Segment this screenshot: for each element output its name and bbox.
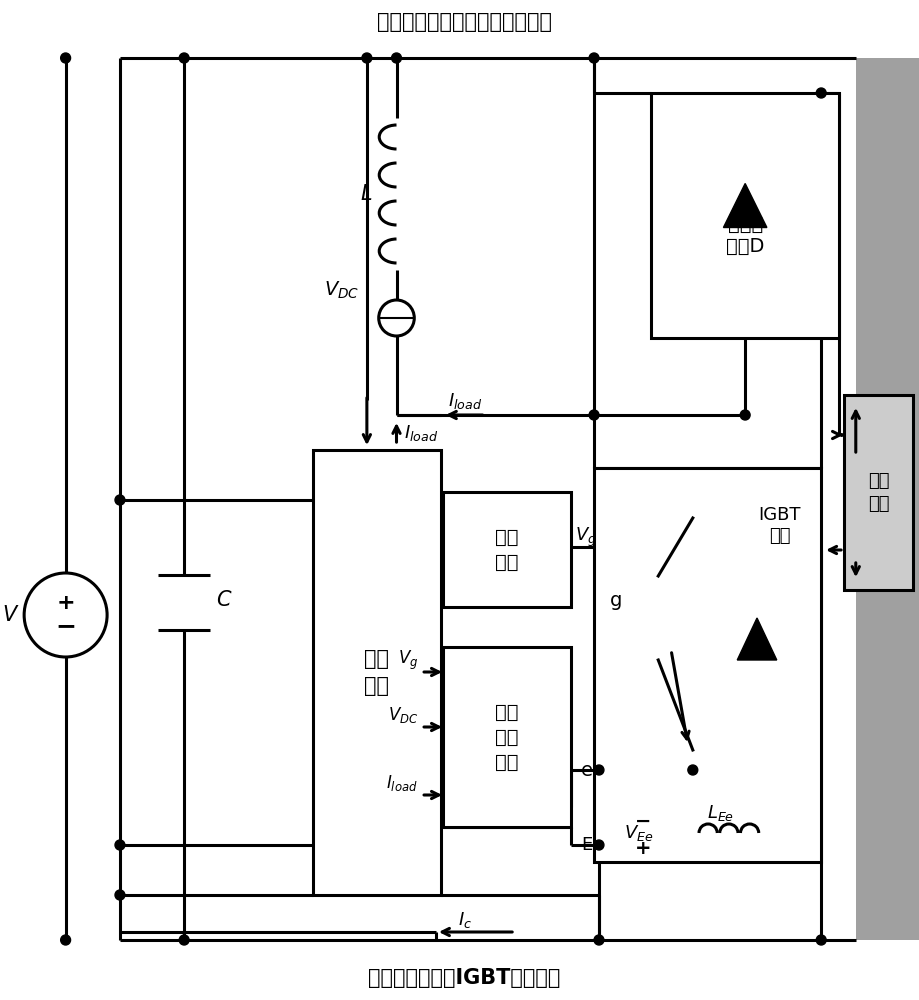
Bar [443,492,572,607]
Circle shape [816,935,826,945]
Text: IGBT
模块: IGBT 模块 [758,506,801,545]
Circle shape [816,88,826,98]
Text: 驱动
单元: 驱动 单元 [495,528,519,572]
Polygon shape [723,184,766,228]
Circle shape [589,53,599,63]
Text: $V_{DC}$: $V_{DC}$ [323,279,359,301]
Bar [312,450,441,895]
Circle shape [594,935,604,945]
Text: $V_{Ee}$: $V_{Ee}$ [624,823,653,843]
Text: g: g [609,591,622,610]
Text: $V$: $V$ [2,605,19,625]
Text: e: e [581,760,593,780]
Circle shape [179,53,189,63]
Text: +: + [56,593,75,613]
Text: 结温
检测
单元: 结温 检测 单元 [495,702,519,772]
Text: $V_g$: $V_g$ [575,525,597,549]
Text: 续流二
极管D: 续流二 极管D [726,215,765,256]
Text: 采样
单元: 采样 单元 [364,649,390,696]
Bar [443,647,572,827]
Text: $I_{load}$: $I_{load}$ [386,773,418,793]
Text: $I_{load}$: $I_{load}$ [448,391,482,411]
Text: −: − [635,812,652,830]
Text: $I_{load}$: $I_{load}$ [404,423,438,443]
Circle shape [391,53,402,63]
Circle shape [688,765,698,775]
Circle shape [740,410,750,420]
Text: 温控单元设定的IGBT模块温度: 温控单元设定的IGBT模块温度 [369,968,561,988]
Bar [594,468,822,862]
Text: $V_g$: $V_g$ [398,648,418,672]
Circle shape [589,410,599,420]
Circle shape [362,53,372,63]
Text: 温控
单元: 温控 单元 [868,472,890,513]
Text: 温控单元设定的续流二极管温度: 温控单元设定的续流二极管温度 [377,12,552,32]
Text: $L$: $L$ [360,184,373,204]
Bar [856,58,919,940]
Bar [844,395,913,590]
Text: $I_c$: $I_c$ [458,910,471,930]
Text: −: − [55,614,76,638]
Circle shape [61,53,71,63]
Polygon shape [737,618,777,660]
Circle shape [61,935,71,945]
Text: $L_{Ee}$: $L_{Ee}$ [707,803,734,823]
Circle shape [115,890,125,900]
Bar [652,93,839,338]
Circle shape [179,935,189,945]
Text: +: + [635,840,652,858]
Circle shape [594,765,604,775]
Text: $V_{DC}$: $V_{DC}$ [388,705,418,725]
Text: $C$: $C$ [216,590,233,610]
Circle shape [115,495,125,505]
Circle shape [115,840,125,850]
Text: E: E [582,836,593,854]
Circle shape [594,840,604,850]
